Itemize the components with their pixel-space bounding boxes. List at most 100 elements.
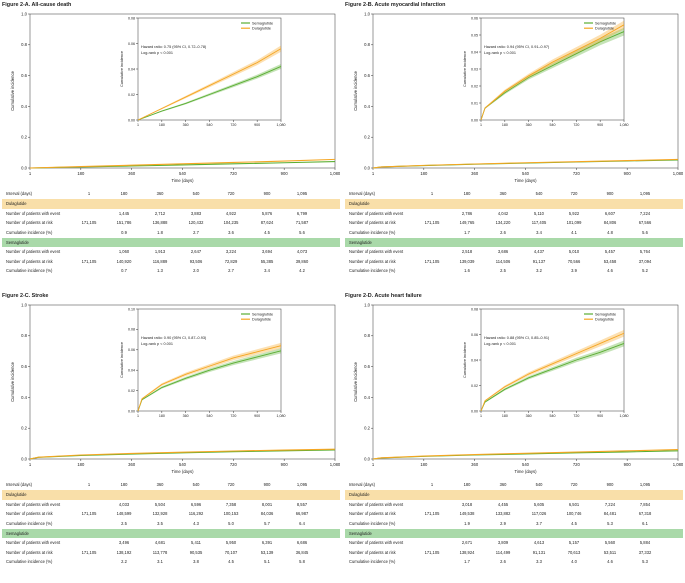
- legend-label: Semaglutide: [595, 312, 616, 316]
- table-row: Number of patients at risk 171,105 149,765…: [345, 218, 683, 227]
- x-tick-label: 360: [471, 462, 479, 467]
- km-chart: 0.0 0.2 0.4 0.6 0.8 1.0 1 180 360 540 720 900 1,080 T…: [345, 299, 683, 477]
- table-cell: 180: [463, 482, 471, 487]
- table-cell: 4.5: [571, 520, 577, 526]
- row-label: Cumulative incidence (%): [6, 559, 53, 565]
- row-label: Number of patients with event: [6, 249, 61, 255]
- panel-title: Figure 2-D. Acute heart failure: [345, 293, 422, 299]
- hazard-ratio-text: Hazard ratio: 0.75 (95% CI, 0.72–0.78): [141, 45, 207, 49]
- inset-y-tick-label: 0.08: [128, 328, 135, 332]
- table-cell: 151,786: [116, 220, 132, 226]
- table-row: Number of patients with event 1,445 2,712 3…: [2, 209, 340, 218]
- table-row: Cumulative incidence (%) 2.2 3.1 3.8 4.5 5.1 5…: [2, 557, 340, 566]
- table-row: Number of patients with event 2,518 3,686 4…: [345, 247, 683, 256]
- table-cell: 3.6: [228, 229, 234, 235]
- y-tick-label: 0.4: [21, 104, 27, 109]
- x-tick-label: 720: [230, 462, 238, 467]
- table-cell: 4.2: [299, 268, 305, 274]
- table-cell: 1,095: [296, 191, 308, 196]
- x-tick-label: 1: [372, 462, 375, 467]
- ci-band-dulaglutide: [481, 329, 624, 411]
- table-cell: 3.2: [536, 268, 542, 274]
- inset-series-line-dulaglutide: [480, 24, 625, 121]
- row-label: Interval (days): [6, 482, 32, 487]
- table-cell: 171,105: [81, 220, 97, 226]
- inset-y-tick-label: 0.05: [471, 33, 478, 37]
- table-cell: 540: [192, 191, 200, 196]
- table-row: Number of patients with event 3,018 4,455 5…: [345, 500, 683, 509]
- inset-x-tick-label: 900: [254, 123, 260, 127]
- table-cell: 5,950: [225, 540, 237, 546]
- table-cell: 171,105: [81, 511, 97, 517]
- row-label: Number of patients with event: [349, 249, 404, 255]
- table-cell: 5.3: [607, 520, 613, 526]
- table-row: Number of patients at risk 171,105 140,920…: [2, 257, 340, 266]
- x-tick-label: 360: [471, 171, 479, 176]
- row-label: Number of patients at risk: [6, 220, 53, 226]
- table-cell: 5,157: [568, 540, 580, 546]
- x-tick-label: 1,080: [673, 171, 683, 176]
- table-cell: 5,010: [568, 249, 580, 255]
- table-cell: 72,829: [224, 258, 238, 264]
- inset-series-line-dulaglutide: [137, 48, 282, 121]
- table-cell: 6,501: [568, 501, 580, 507]
- table-cell: 171,105: [424, 258, 440, 264]
- table-cell: 1: [430, 191, 434, 196]
- x-tick-label: 720: [573, 171, 581, 176]
- x-axis-label: Time (days): [515, 178, 538, 183]
- row-label: Number of patients at risk: [6, 258, 53, 264]
- table-cell: 4,042: [497, 210, 509, 216]
- y-tick-label: 0.8: [364, 42, 370, 47]
- table-cell: 148,599: [116, 511, 132, 517]
- table-row: Cumulative incidence (%) 1.7 2.6 3.3 4.0 4.6 5…: [345, 557, 683, 566]
- y-tick-label: 1.0: [21, 302, 27, 307]
- inset-x-tick-label: 360: [526, 123, 532, 127]
- table-cell: 91,131: [532, 549, 546, 555]
- table-cell: 4,033: [118, 501, 130, 507]
- table-cell: 4.1: [571, 229, 577, 235]
- table-cell: 171,105: [424, 511, 440, 517]
- row-label: Dulaglutide: [6, 492, 27, 498]
- inset-x-tick-label: 180: [502, 414, 508, 418]
- panel-title: Figure 2-C. Stroke: [2, 293, 49, 299]
- km-chart: 0.0 0.2 0.4 0.6 0.8 1.0 1 180 360 540 720 900 1,080 T…: [2, 8, 340, 186]
- table-cell: 140,920: [116, 258, 132, 264]
- table-cell: 3,883: [190, 210, 202, 216]
- inset-series-line-dulaglutide: [137, 345, 282, 412]
- table-cell: 3.7: [536, 520, 542, 526]
- log-rank-text: Log-rank p < 0.001: [141, 342, 173, 346]
- table-cell: 540: [535, 191, 543, 196]
- group-header-dulaglutide: Dulaglutide: [2, 199, 340, 209]
- table-cell: 70,107: [224, 549, 238, 555]
- table-row: Number of patients at risk 171,105 149,538…: [345, 509, 683, 518]
- table-cell: 3,809: [497, 540, 509, 546]
- table-cell: 5,110: [534, 210, 544, 216]
- ci-band-semaglutide: [481, 27, 624, 120]
- series-line-dulaglutide: [29, 448, 336, 460]
- inset-plot: 0.00 0.02 0.04 0.06 0.08 1 180 360 540 720 900 1,08…: [120, 16, 286, 127]
- x-axis-label: Time (days): [172, 178, 195, 183]
- inset-y-tick-label: 0.08: [128, 16, 135, 20]
- table-cell: 2.2: [121, 559, 127, 565]
- ci-band-dulaglutide: [481, 20, 624, 120]
- inset-y-axis-label: Cumulative incidence: [120, 342, 124, 378]
- y-axis-label: Cumulative incidence: [353, 70, 358, 110]
- table-cell: 1.8: [157, 229, 163, 235]
- y-axis-label: Cumulative incidence: [353, 361, 358, 401]
- table-cell: 171,105: [81, 258, 97, 264]
- table-cell: 2.6: [500, 559, 506, 565]
- inset-series-line-semaglutide: [137, 66, 282, 121]
- x-tick-label: 1: [29, 171, 32, 176]
- inset-x-tick-label: 540: [550, 123, 556, 127]
- inset-x-tick-label: 1,080: [277, 414, 286, 418]
- table-cell: 2,786: [461, 210, 473, 216]
- row-label: Number of patients with event: [349, 540, 404, 546]
- table-cell: 7,358: [225, 501, 237, 507]
- table-cell: 540: [192, 482, 200, 487]
- table-cell: 5,605: [533, 501, 545, 507]
- inset-x-tick-label: 1,080: [620, 123, 629, 127]
- inset-frame: [137, 308, 282, 412]
- table-row: Number of patients at risk 171,105 151,786…: [2, 218, 340, 227]
- table-cell: 116,889: [152, 258, 168, 264]
- row-label: Cumulative incidence (%): [6, 268, 53, 274]
